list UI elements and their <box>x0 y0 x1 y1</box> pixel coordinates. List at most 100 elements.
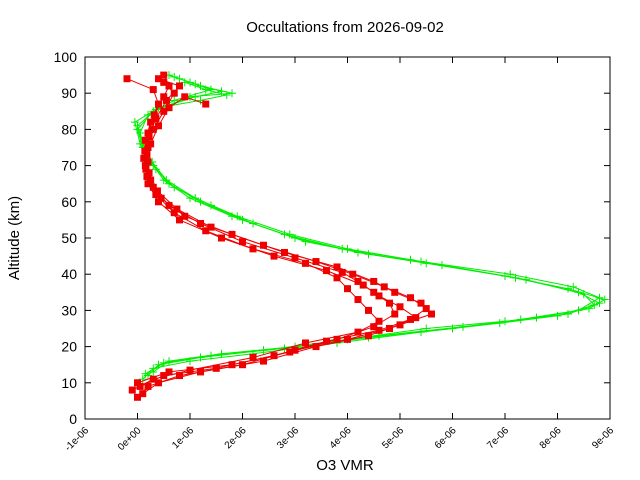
data-point-square <box>149 86 157 94</box>
data-point-plus <box>569 282 578 291</box>
data-point-plus <box>553 311 562 320</box>
data-point-square <box>149 125 157 133</box>
data-point-square <box>173 205 181 213</box>
data-point-square <box>147 118 155 126</box>
data-point-square <box>147 140 155 148</box>
data-point-square <box>396 321 404 329</box>
data-point-plus <box>207 351 215 360</box>
data-point-plus <box>595 293 604 302</box>
data-point-square <box>152 191 160 199</box>
data-point-square <box>407 294 414 302</box>
data-point-plus <box>574 306 583 315</box>
data-point-square <box>302 339 309 347</box>
chart-title: Occultations from 2026-09-02 <box>246 19 444 36</box>
data-point-square <box>149 183 157 191</box>
data-point-square <box>370 323 378 331</box>
data-point-square <box>239 238 246 246</box>
data-point-square <box>323 267 330 275</box>
y-tick-label: 100 <box>54 49 78 65</box>
data-point-square <box>344 285 351 293</box>
data-point-square <box>145 169 153 177</box>
data-point-square <box>141 147 149 155</box>
data-point-square <box>380 283 388 291</box>
data-point-square <box>141 136 149 144</box>
data-point-square <box>149 375 157 383</box>
data-point-plus <box>343 244 352 253</box>
data-point-square <box>153 187 161 195</box>
x-tick-label: 4e-06 <box>328 425 354 451</box>
y-tick-label: 90 <box>61 85 77 101</box>
data-point-square <box>152 115 160 123</box>
data-point-plus <box>217 87 226 96</box>
series-line <box>137 81 417 398</box>
data-point-plus <box>165 357 173 366</box>
data-point-square <box>160 372 168 380</box>
data-point-plus <box>141 369 150 378</box>
data-point-square <box>249 353 257 361</box>
data-point-square <box>249 245 257 253</box>
data-point-square <box>143 151 151 159</box>
data-point-square <box>412 314 420 322</box>
data-point-square <box>291 254 299 262</box>
data-point-square <box>333 335 341 343</box>
data-point-square <box>162 96 170 104</box>
data-point-plus <box>506 270 515 279</box>
x-tick-label: 2e-06 <box>223 425 249 451</box>
data-point-square <box>150 111 158 119</box>
data-point-square <box>140 154 148 162</box>
data-point-square <box>134 379 141 387</box>
data-point-square <box>228 361 236 369</box>
axis-ticks: 0 10 20 30 40 50 60 70 80 90 100 -1e-06 0e+00 1e-06 2e… <box>54 49 617 454</box>
x-tick-label: 3e-06 <box>275 425 301 451</box>
data-point-square <box>155 379 162 387</box>
data-point-plus <box>301 237 310 246</box>
y-tick-label: 50 <box>61 230 77 246</box>
data-point-square <box>365 306 372 314</box>
data-point-square <box>391 288 399 296</box>
data-point-plus <box>191 80 200 89</box>
data-point-plus <box>495 319 504 328</box>
data-point-square <box>139 390 147 398</box>
data-point-plus <box>196 96 205 105</box>
data-point-plus <box>191 92 200 101</box>
data-point-square <box>417 299 425 307</box>
data-point-square <box>134 393 141 401</box>
data-point-square <box>338 268 346 276</box>
data-point-square <box>181 212 189 220</box>
data-point-square <box>333 263 341 271</box>
x-tick-label: 7e-06 <box>485 425 511 451</box>
data-point-square <box>312 343 320 351</box>
data-point-square <box>260 241 267 249</box>
x-tick-label: 6e-06 <box>433 425 459 451</box>
y-tick-label: 0 <box>69 411 77 427</box>
series-line <box>137 74 396 384</box>
data-point-square <box>202 100 210 108</box>
data-point-plus <box>600 295 609 304</box>
data-point-square <box>170 209 178 217</box>
data-point-square <box>312 258 320 266</box>
data-point-square <box>128 386 136 394</box>
data-point-plus <box>191 194 200 203</box>
plot-series <box>123 71 609 401</box>
data-point-square <box>428 310 435 318</box>
data-point-square <box>144 382 152 390</box>
data-point-square <box>218 234 225 242</box>
y-axis-label: Altitude (km) <box>6 196 23 280</box>
x-tick-label: 9e-06 <box>590 425 616 451</box>
data-point-plus <box>222 91 231 100</box>
x-tick-label: 5e-06 <box>380 425 406 451</box>
data-point-square <box>144 180 152 188</box>
x-tick-label: 8e-06 <box>538 425 564 451</box>
data-point-square <box>207 223 215 231</box>
data-point-square <box>144 129 152 137</box>
data-point-square <box>197 220 204 228</box>
data-point-square <box>170 89 178 97</box>
x-axis-label: O3 VMR <box>316 457 374 474</box>
data-point-square <box>186 366 194 374</box>
data-point-square <box>145 133 153 141</box>
series-1 <box>123 71 435 401</box>
data-point-square <box>333 274 341 282</box>
data-point-square <box>155 122 162 130</box>
data-point-plus <box>448 324 457 333</box>
data-point-plus <box>133 121 142 130</box>
